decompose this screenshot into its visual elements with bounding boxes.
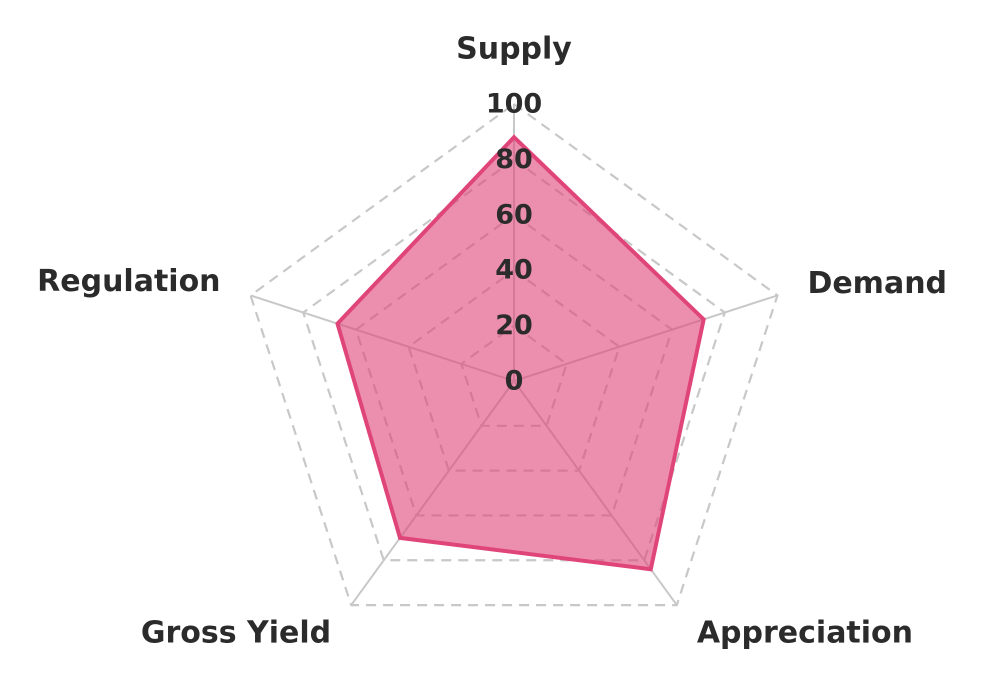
- tick-label-20: 20: [495, 310, 533, 341]
- series-area-0: [335, 134, 706, 572]
- tick-label-40: 40: [495, 255, 533, 286]
- axis-label-regulation: Regulation: [37, 264, 220, 299]
- tick-label-60: 60: [495, 199, 533, 230]
- grid-ring-80: [301, 158, 727, 562]
- tick-label-80: 80: [495, 144, 533, 175]
- radar-axis-labels: Supply Demand Appreciation Gross Yield Regul…: [37, 32, 947, 651]
- axis-label-appreciation: Appreciation: [697, 616, 913, 651]
- axis-label-demand: Demand: [807, 266, 947, 301]
- axis-label-gross-yield: Gross Yield: [141, 616, 331, 651]
- radar-series: [335, 134, 706, 572]
- tick-label-100: 100: [486, 89, 542, 120]
- tick-label-0: 0: [505, 366, 524, 397]
- axis-label-supply: Supply: [456, 32, 572, 67]
- radar-tick-labels: 0 20 40 60 80 100: [486, 89, 542, 397]
